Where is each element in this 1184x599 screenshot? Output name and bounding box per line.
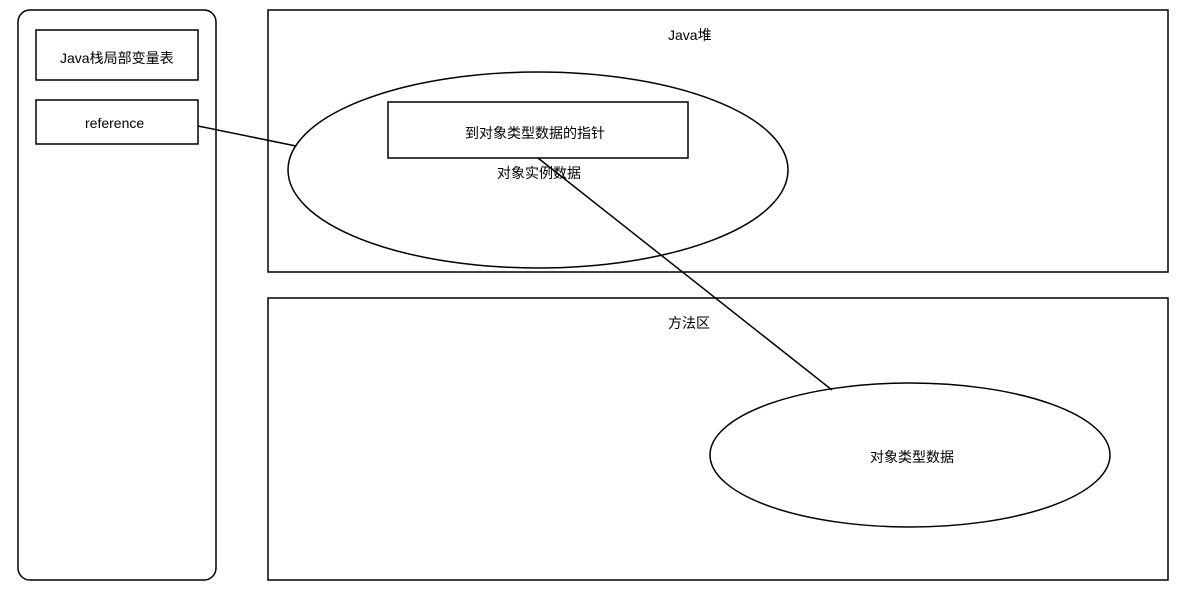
- type-data-label: 对象类型数据: [870, 447, 954, 467]
- pointer-box-label: 到对象类型数据的指针: [465, 123, 605, 143]
- line-ref-to-heap: [198, 126, 296, 146]
- method-area-box: [268, 298, 1168, 580]
- stack-container: [18, 10, 216, 580]
- reference-label: reference: [85, 115, 144, 131]
- line-pointer-to-type: [538, 158, 832, 390]
- diagram-svg: [0, 0, 1184, 599]
- method-area-title-label: 方法区: [668, 313, 710, 333]
- stack-title-label: Java栈局部变量表: [60, 48, 174, 68]
- heap-title-label: Java堆: [668, 25, 712, 45]
- instance-data-label: 对象实例数据: [497, 163, 581, 183]
